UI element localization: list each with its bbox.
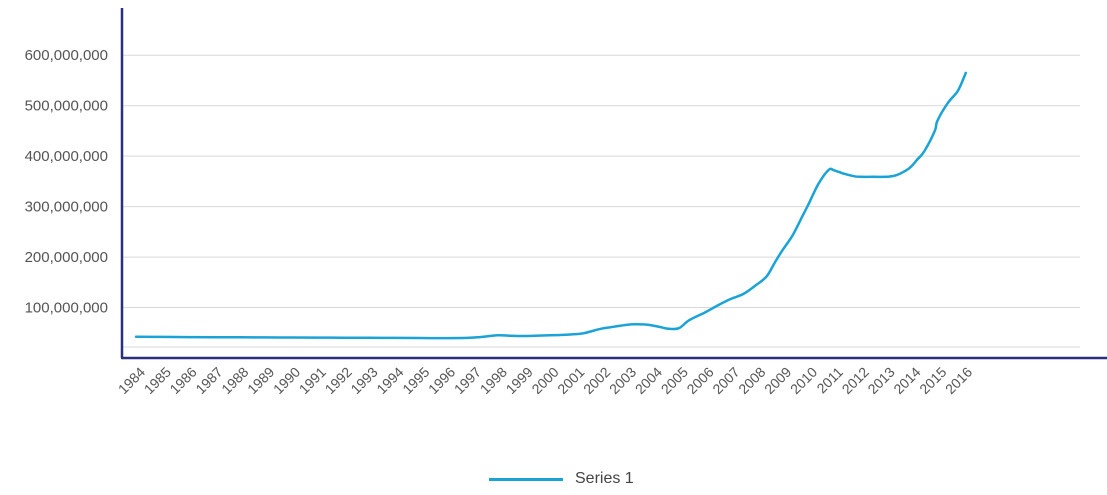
- x-tick-label: 2016: [942, 364, 975, 397]
- x-tick-label: 1990: [270, 364, 303, 397]
- x-tick-label: 2005: [658, 364, 691, 397]
- y-tick-label: 400,000,000: [25, 148, 108, 165]
- x-tick-label: 2006: [683, 364, 716, 397]
- x-tick-label: 2012: [839, 364, 872, 397]
- y-tick-label: 600,000,000: [25, 47, 108, 64]
- x-tick-label: 1991: [296, 364, 329, 397]
- x-tick-label: 1987: [192, 364, 225, 397]
- gridlines: [122, 54, 1080, 348]
- x-tick-label: 1992: [322, 364, 355, 397]
- legend-label-series-1: Series 1: [575, 470, 634, 487]
- legend-swatch-series-1: [489, 477, 563, 481]
- x-tick-label: 1999: [503, 364, 536, 397]
- x-tick-label: 1988: [218, 364, 251, 397]
- x-tick-label: 2007: [709, 364, 742, 397]
- x-axis-ticks: 1984198519861987198819891990199119921993…: [115, 364, 976, 397]
- x-tick-label: 2000: [528, 364, 561, 397]
- x-tick-label: 2002: [580, 364, 613, 397]
- x-tick-label: 1998: [477, 364, 510, 397]
- x-tick-label: 1986: [166, 364, 199, 397]
- y-tick-label: 500,000,000: [25, 98, 108, 115]
- x-tick-label: 2011: [813, 364, 846, 397]
- x-tick-label: 1984: [115, 364, 148, 397]
- x-tick-label: 1997: [451, 364, 484, 397]
- y-tick-label: 100,000,000: [25, 300, 108, 317]
- line-chart: 100,000,000 200,000,000 300,000,000 400,000…: [25, 8, 1107, 397]
- x-tick-label: 2013: [864, 364, 897, 397]
- x-tick-label: 2001: [554, 364, 587, 397]
- y-tick-label: 200,000,000: [25, 249, 108, 266]
- legend: Series 1: [489, 468, 634, 490]
- y-axis-ticks: 100,000,000 200,000,000 300,000,000 400,000…: [25, 47, 108, 316]
- x-tick-label: 2003: [606, 364, 639, 397]
- x-tick-label: 1995: [399, 364, 432, 397]
- x-tick-label: 2014: [890, 364, 923, 397]
- x-tick-label: 1996: [425, 364, 458, 397]
- x-tick-label: 1989: [244, 364, 277, 397]
- x-tick-label: 1985: [141, 364, 174, 397]
- y-tick-label: 300,000,000: [25, 199, 108, 216]
- x-tick-label: 1993: [347, 364, 380, 397]
- series-1-line: [134, 71, 968, 340]
- x-tick-label: 2004: [632, 364, 665, 397]
- x-tick-label: 2008: [735, 364, 768, 397]
- x-tick-label: 2015: [916, 364, 949, 397]
- x-tick-label: 2010: [787, 364, 820, 397]
- x-tick-label: 1994: [373, 364, 406, 397]
- x-tick-label: 2009: [761, 364, 794, 397]
